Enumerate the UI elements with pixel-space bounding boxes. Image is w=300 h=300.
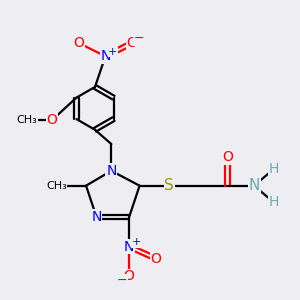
Text: O: O [127,36,138,50]
Text: −: − [116,274,127,287]
Text: O: O [73,36,84,50]
Text: CH₃: CH₃ [16,115,37,125]
Text: N: N [100,49,111,63]
Text: N: N [91,210,102,224]
Text: O: O [46,113,57,127]
Text: N: N [106,164,116,178]
Text: S: S [164,178,174,193]
Text: O: O [124,269,135,284]
Text: −: − [134,32,144,45]
Text: +: + [132,237,141,247]
Text: CH₃: CH₃ [46,181,67,191]
Text: H: H [268,162,279,176]
Text: N: N [124,240,134,254]
Text: O: O [222,150,233,164]
Text: O: O [151,252,161,266]
Text: H: H [268,195,279,209]
Text: +: + [108,47,118,57]
Text: N: N [248,178,260,193]
